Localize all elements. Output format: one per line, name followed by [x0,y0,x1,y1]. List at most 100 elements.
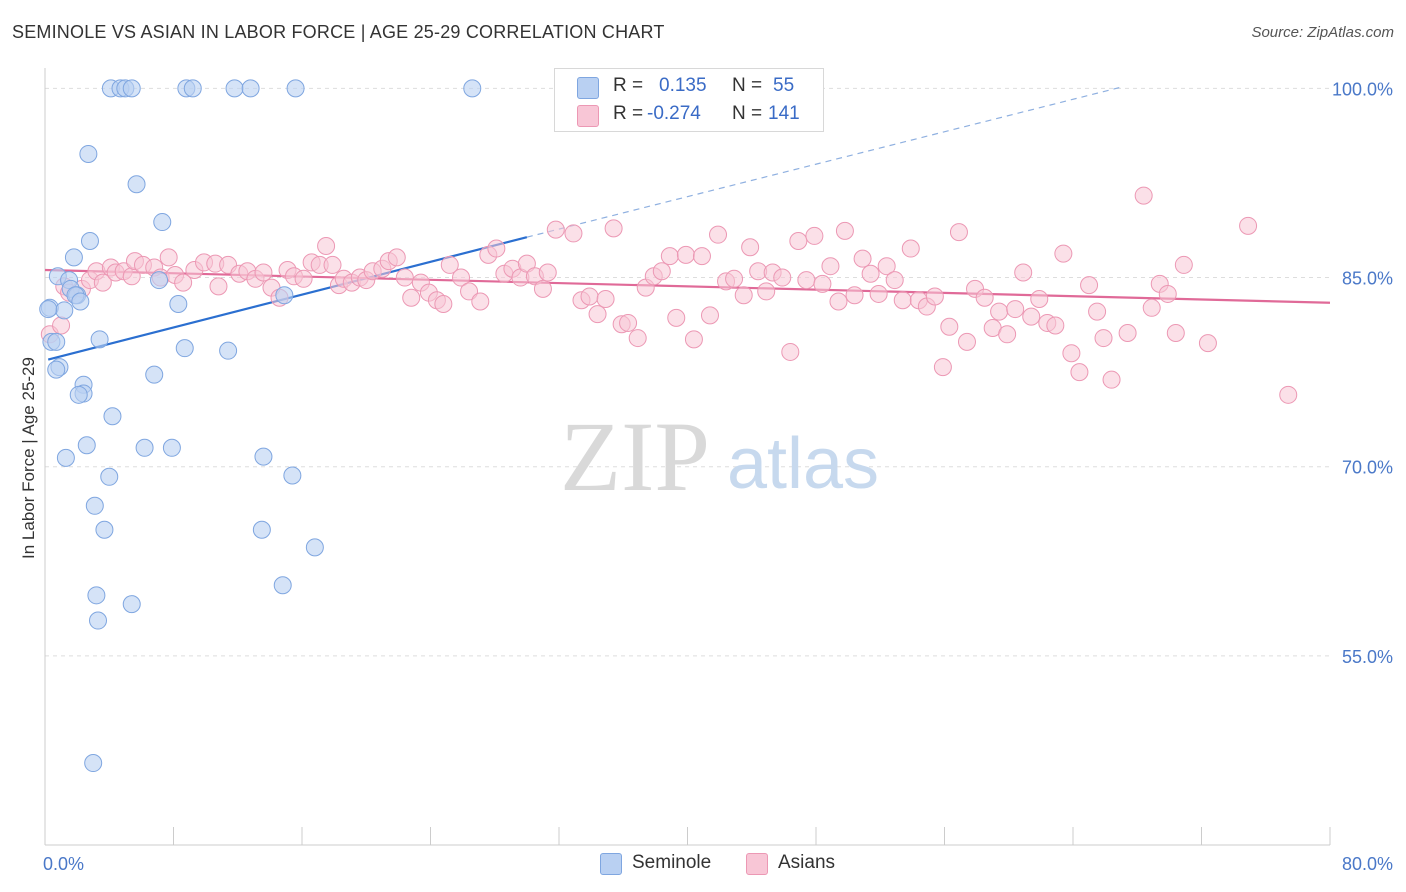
asian-point [1006,300,1025,319]
asian-point [460,282,479,301]
seminole-point [135,438,154,457]
asian-point [174,273,193,292]
n-label: N = [732,103,763,124]
asian-point [925,287,944,306]
y-tick-label: 85.0% [1342,269,1393,289]
asian-point [1198,334,1217,353]
seminole-trend-extension [526,86,1122,238]
asian-point [957,332,976,351]
asian-point [1062,344,1081,363]
seminole-point [85,496,104,515]
asian-point [869,284,888,303]
asian-point [159,248,178,267]
asian-point [901,239,920,258]
asian-point [1080,276,1099,295]
seminole-point [241,79,260,98]
asians-legend-label: Asians [778,852,836,873]
asian-point [538,263,557,282]
seminole-point [84,754,103,773]
asian-point [835,221,854,240]
seminole-point [64,248,83,267]
asian-point [676,245,695,264]
asian-point [387,248,406,267]
stats-row-seminole: R = 0.135 N = 55 [555,73,823,101]
chart-title: SEMINOLE VS ASIAN IN LABOR FORCE | AGE 2… [12,22,665,42]
asian-point [700,306,719,325]
r-label: R = [613,75,644,96]
y-tick-label: 70.0% [1342,458,1393,478]
seminole-point [175,339,194,358]
n-label: N = [732,75,763,96]
watermark-atlas: atlas [727,424,879,504]
asian-point [517,254,536,273]
asian-point [471,292,490,311]
n-value: 141 [768,103,800,124]
asian-point [434,295,453,314]
seminole-point [252,520,271,539]
asian-point [797,271,816,290]
asian-point [789,231,808,250]
asian-point [660,247,679,266]
seminole-point [47,360,66,379]
seminole-point [39,300,58,319]
seminole-point [145,365,164,384]
asian-point [580,287,599,306]
asian-point [990,302,1009,321]
watermark-zip: ZIP [560,401,710,512]
asian-point [1070,363,1089,382]
seminole-point [79,144,98,163]
seminole-point [283,466,302,485]
asian-point [725,269,744,288]
asian-point [1094,329,1113,348]
asians-swatch [577,105,599,127]
r-value: -0.274 [647,103,701,124]
asian-point [933,358,952,377]
asian-point [893,291,912,310]
seminole-point [89,611,108,630]
grid-lines [45,87,1330,657]
asian-point [813,274,832,293]
asian-point [692,247,711,266]
seminole-point [90,330,109,349]
asian-point [885,271,904,290]
axes [44,68,1331,846]
n-value: 55 [773,75,795,96]
asians-legend-swatch [746,853,768,875]
seminole-point [47,332,66,351]
seminole-points [39,79,482,773]
seminole-point [122,79,141,98]
asian-point [861,264,880,283]
asian-point [1279,385,1298,404]
seminole-point [463,79,482,98]
asian-point [533,279,552,298]
r-label: R = [613,103,644,124]
asian-point [1239,216,1258,235]
asian-point [1046,316,1065,335]
asian-point [805,226,824,245]
asian-point [395,268,414,287]
asian-point [1088,302,1107,321]
asian-point [684,330,703,349]
asian-point [317,237,336,256]
asian-point [741,238,760,257]
asian-point [773,268,792,287]
seminole-point [69,385,88,404]
seminole-point [127,175,146,194]
asian-point [829,292,848,311]
tick-labels: 100.0% 85.0% 70.0% 55.0% 0.0% 80.0% [43,79,1393,874]
seminole-point [153,213,172,232]
asian-point [1142,298,1161,317]
asian-point [1174,255,1193,274]
seminole-point [273,576,292,595]
watermark: ZIP atlas [560,401,879,512]
seminole-point [71,292,90,311]
seminole-point [55,301,74,320]
asian-point [440,255,459,274]
seminole-point [254,447,273,466]
seminole-point [305,538,324,557]
asian-point [402,288,421,307]
seminole-point [77,436,96,455]
asian-point [734,286,753,305]
x-tick-label: 0.0% [43,854,84,874]
